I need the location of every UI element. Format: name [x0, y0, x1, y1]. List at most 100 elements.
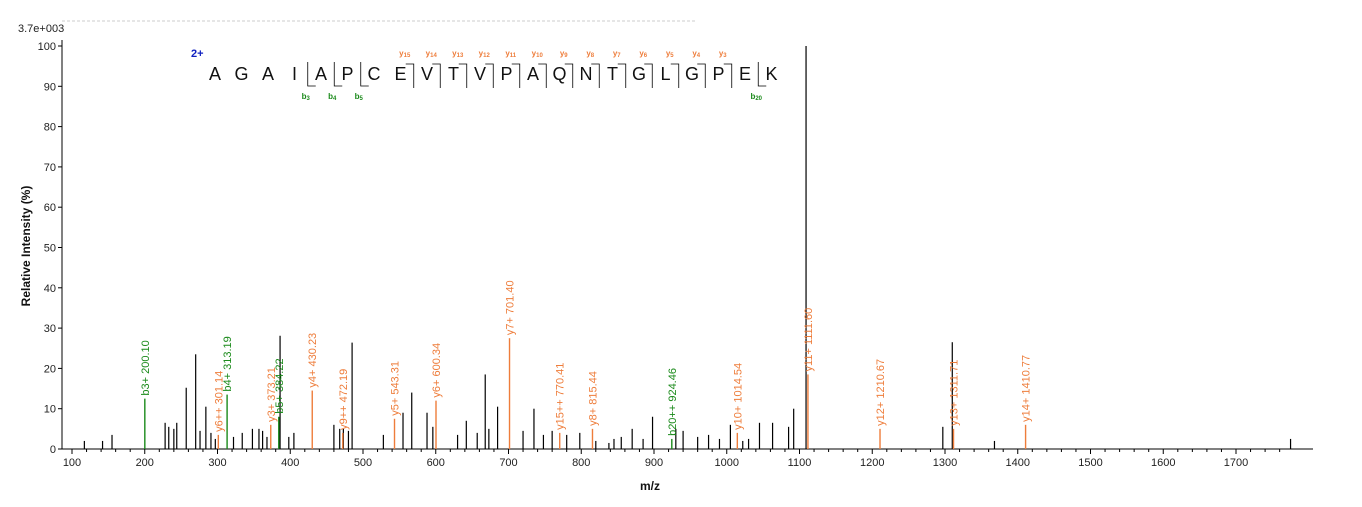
- x-tick-label: 1600: [1151, 457, 1175, 469]
- y-ion-marker: y9: [560, 49, 568, 59]
- sequence-residue: A: [527, 64, 539, 84]
- y-cleavage-bracket: [405, 63, 415, 88]
- sequence-residue: E: [739, 64, 751, 84]
- annotated-peak-label: y6++ 301.14: [213, 371, 225, 432]
- y-ion-marker: y5: [666, 49, 674, 59]
- y-cleavage-bracket: [538, 63, 547, 88]
- x-tick-label: 1300: [933, 457, 957, 469]
- y-tick-label: 60: [44, 202, 56, 214]
- annotated-peak-label: y10+ 1014.54: [732, 363, 744, 430]
- y-tick-label: 90: [44, 81, 56, 93]
- sequence-residue: A: [262, 64, 274, 84]
- y-ion-marker: y13: [452, 49, 464, 59]
- b-ion-marker: b3: [302, 92, 311, 102]
- b-ion-marker: b4: [328, 92, 337, 102]
- annotated-peak-label: y15++ 770.41: [555, 363, 567, 430]
- y-tick-label: 10: [44, 404, 56, 416]
- b-cleavage-bracket: [333, 62, 343, 87]
- y-ion-marker: y7: [613, 49, 621, 59]
- y-tick-label: 50: [44, 243, 56, 255]
- annotated-peak-label: y3+ 373.21: [266, 367, 278, 422]
- sequence-residue: N: [580, 64, 593, 84]
- axes: 0 10 20 30 40 50 60 70 80 90 100 100 200 300 400 500 600…: [38, 40, 1313, 469]
- annotated-peak-label: y4+ 430.23: [307, 333, 319, 388]
- sequence-residue: P: [712, 64, 724, 84]
- sequence-residue: V: [421, 64, 433, 84]
- x-tick-label: 200: [136, 457, 154, 469]
- x-tick-label: 1000: [715, 457, 739, 469]
- y-tick-label: 70: [44, 162, 56, 174]
- y-tick-label: 80: [44, 122, 56, 134]
- annotated-peak-label: b5+ 384.22: [274, 358, 286, 413]
- y-tick-label: 20: [44, 363, 56, 375]
- b-cleavage-bracket: [360, 62, 369, 87]
- sequence-residue: V: [474, 64, 486, 84]
- y-tick-label: 30: [44, 323, 56, 335]
- y-ion-marker: y12: [479, 49, 491, 59]
- y-ion-marker: y10: [532, 49, 544, 59]
- y-ion-marker: y6: [639, 49, 647, 59]
- x-tick-label: 1200: [860, 457, 884, 469]
- annotated-peak-label: y9++ 472.19: [338, 369, 350, 430]
- sequence-residue: L: [660, 64, 670, 84]
- x-tick-label: 300: [208, 457, 226, 469]
- x-tick-label: 1100: [788, 457, 812, 469]
- y-cleavage-bracket: [485, 63, 494, 88]
- y-axis-title: Relative Intensity (%): [19, 186, 33, 307]
- annotated-peak-label: b3+ 200.10: [140, 340, 152, 395]
- x-tick-label: 500: [354, 457, 372, 469]
- x-tick-label: 900: [645, 457, 663, 469]
- peaks: [83, 46, 1292, 449]
- y-cleavage-bracket: [432, 63, 441, 88]
- charge-state: 2+: [191, 48, 204, 60]
- annotated-peak-label: y13+ 1311.71: [949, 360, 961, 426]
- x-tick-label: 600: [427, 457, 445, 469]
- annotated-peak-label: y11+ 1111.60: [803, 308, 815, 372]
- y-cleavage-bracket: [723, 63, 733, 88]
- x-tick-label: 1500: [1078, 457, 1102, 469]
- y-cleavage-bracket: [511, 63, 521, 88]
- sequence-residue: A: [209, 64, 221, 84]
- sequence-residue: T: [448, 64, 459, 84]
- sequence-residue: G: [685, 64, 699, 84]
- y-ion-marker: y4: [692, 49, 700, 59]
- x-axis-title: m/z: [640, 479, 660, 493]
- b-ion-marker: b20: [750, 92, 762, 102]
- sequence-residue: P: [500, 64, 512, 84]
- sequence-residue: E: [394, 64, 406, 84]
- annotated-peak-label: b4+ 313.19: [222, 336, 234, 391]
- annotated-peak-label: y5+ 543.31: [390, 361, 402, 416]
- b-cleavage-bracket: [757, 62, 767, 87]
- x-tick-label: 700: [499, 457, 517, 469]
- y-ion-marker: y3: [719, 49, 727, 59]
- x-tick-label: 1400: [1006, 457, 1030, 469]
- x-tick-label: 1700: [1224, 457, 1248, 469]
- y-ion-marker: y15: [399, 49, 411, 59]
- sequence-residue: C: [368, 64, 381, 84]
- sequence-residue: A: [315, 64, 327, 84]
- y-tick-label: 0: [50, 444, 56, 456]
- annotated-peak-label: y12+ 1210.67: [875, 359, 887, 426]
- y-cleavage-bracket: [591, 63, 600, 88]
- sequence-residue: G: [632, 64, 646, 84]
- y-tick-label: 40: [44, 283, 56, 295]
- y-cleavage-bracket: [458, 63, 468, 88]
- y-cleavage-bracket: [564, 63, 574, 88]
- sequence-residue: Q: [552, 64, 566, 84]
- b-cleavage-bracket: [307, 62, 316, 87]
- sequence-residue: T: [607, 64, 618, 84]
- y-cleavage-bracket: [617, 63, 627, 88]
- b-ion-marker: b5: [355, 92, 364, 102]
- y-ion-marker: y14: [426, 49, 438, 59]
- x-tick-label: 400: [281, 457, 299, 469]
- annotated-peak-label: y8+ 815.44: [587, 371, 599, 426]
- x-tick-label: 800: [572, 457, 590, 469]
- sequence-residue: P: [341, 64, 353, 84]
- x-tick-label: 100: [63, 457, 81, 469]
- annotated-peak-label: y7+ 701.40: [505, 280, 517, 335]
- y-ion-marker: y8: [586, 49, 594, 59]
- y-tick-label: 100: [38, 41, 56, 53]
